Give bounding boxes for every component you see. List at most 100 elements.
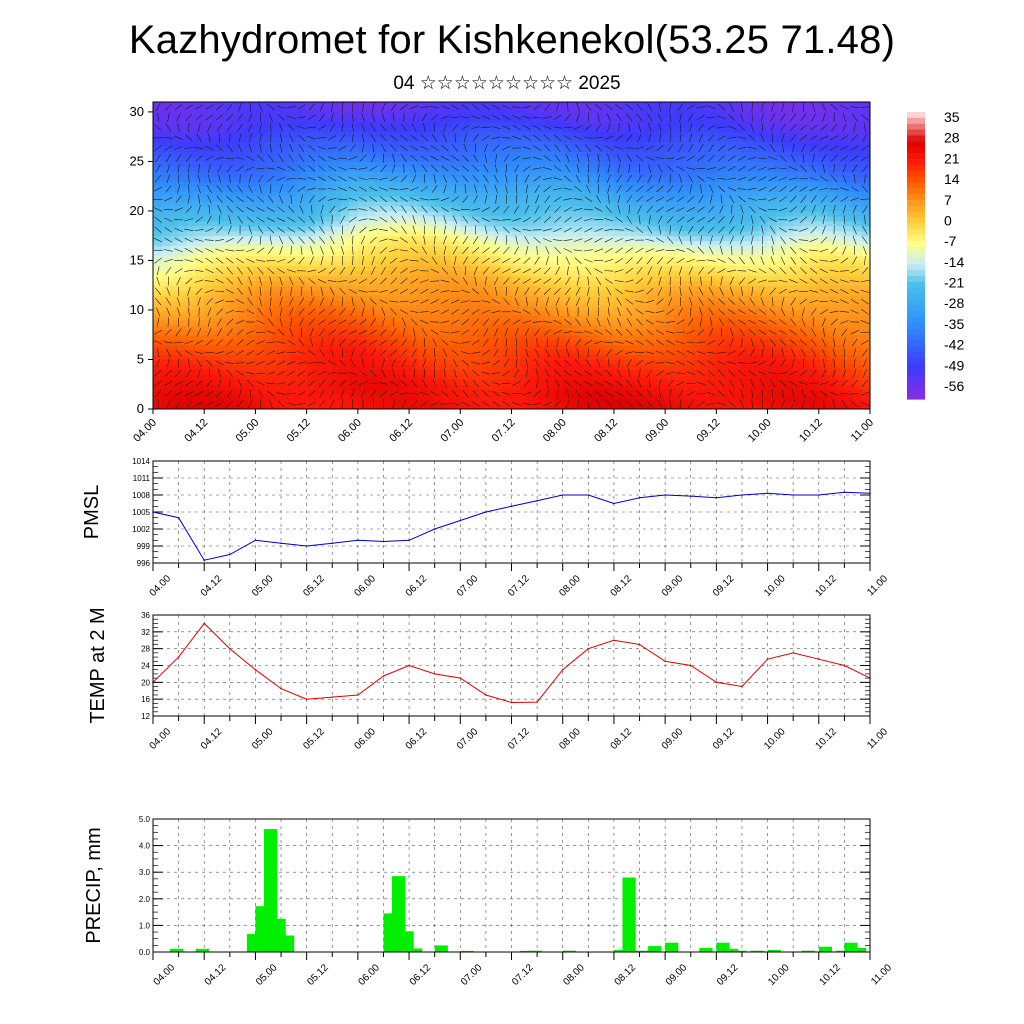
heatmap-cell	[332, 146, 342, 153]
heatmap-cell	[699, 161, 709, 167]
heatmap-cell	[741, 215, 752, 222]
heatmap-cell	[383, 225, 393, 232]
heatmap-cell	[477, 205, 487, 212]
heatmap-cell	[801, 161, 811, 167]
heatmap-cell	[690, 240, 700, 247]
heatmap-cell	[562, 161, 572, 167]
heatmap-cell	[648, 334, 658, 341]
heatmap-cell	[562, 250, 572, 257]
heatmap-cell	[426, 295, 436, 301]
heatmap-cell	[340, 136, 350, 143]
heatmap-cell	[306, 240, 316, 247]
heatmap-cell	[153, 369, 163, 375]
heatmap-cell	[690, 255, 700, 262]
heatmap-cell	[502, 404, 513, 409]
heatmap-cell	[417, 379, 427, 385]
heatmap-cell	[468, 186, 478, 192]
heatmap-cell	[571, 270, 581, 276]
heatmap-cell	[520, 191, 530, 197]
heatmap-cell	[502, 196, 513, 202]
heatmap-cell	[409, 290, 419, 296]
heatmap-cell	[221, 176, 231, 182]
heatmap-cell	[733, 344, 743, 351]
heatmap-cell	[622, 225, 632, 232]
heatmap-cell	[528, 285, 538, 291]
heatmap-cell	[306, 359, 316, 366]
heatmap-cell	[161, 364, 171, 370]
heatmap-cell	[281, 166, 291, 172]
heatmap-cell	[221, 369, 231, 375]
heatmap-cell	[178, 319, 188, 326]
heatmap-cell	[332, 156, 342, 163]
heatmap-cell	[733, 230, 743, 237]
heatmap-cell	[400, 359, 410, 366]
heatmap-cell	[494, 364, 504, 370]
heatmap-cell	[485, 389, 496, 395]
heatmap-cell	[443, 116, 453, 123]
heatmap-cell	[417, 245, 427, 252]
heatmap-cell	[750, 280, 760, 286]
heatmap-cell	[656, 260, 666, 266]
heatmap-cell	[741, 399, 752, 405]
heatmap-cell	[392, 111, 402, 118]
heatmap-cell	[349, 186, 359, 192]
heatmap-cell	[434, 300, 444, 306]
heatmap-cell	[699, 126, 709, 133]
heatmap-cell	[631, 166, 641, 172]
heatmap-cell	[485, 295, 496, 301]
heatmap-cell	[588, 171, 598, 177]
heatmap-cell	[204, 230, 214, 237]
heatmap-cell	[528, 349, 538, 356]
heatmap-cell	[716, 111, 726, 118]
heatmap-cell	[187, 295, 197, 301]
heatmap-cell	[810, 295, 820, 301]
heatmap-cell	[835, 329, 845, 336]
heatmap-cell	[366, 106, 376, 113]
heatmap-cell	[835, 349, 845, 356]
heatmap-cell	[690, 131, 700, 138]
heatmap-cell	[340, 240, 350, 247]
heatmap-cell	[827, 111, 837, 118]
heatmap-cell	[631, 151, 641, 158]
heatmap-cell	[443, 369, 453, 375]
heatmap-cell	[272, 210, 282, 217]
heatmap-cell	[511, 131, 521, 138]
heatmap-cell	[707, 146, 717, 153]
heatmap-cell	[460, 166, 470, 172]
heatmap-cell	[289, 205, 299, 212]
heatmap-cell	[204, 369, 214, 375]
heatmap-cell	[750, 275, 760, 281]
heatmap-cell	[204, 384, 214, 390]
heatmap-cell	[537, 404, 547, 409]
heatmap-cell	[639, 305, 649, 311]
heatmap-cell	[554, 399, 564, 405]
heatmap-cell	[238, 344, 248, 351]
heatmap-cell	[340, 305, 350, 311]
heatmap-cell	[263, 290, 274, 296]
heatmap-cell	[221, 364, 231, 370]
heatmap-cell	[562, 295, 572, 301]
heatmap-cell	[392, 260, 402, 266]
heatmap-cell	[443, 136, 453, 143]
heatmap-cell	[204, 374, 214, 380]
heatmap-cell	[306, 220, 316, 227]
heatmap-cell	[784, 344, 794, 351]
heatmap-cell	[323, 339, 333, 346]
heatmap-cell	[707, 270, 717, 276]
heatmap-cell	[409, 389, 419, 395]
heatmap-cell	[332, 290, 342, 296]
heatmap-cell	[528, 220, 538, 227]
heatmap-cell	[648, 280, 658, 286]
heatmap-cell	[537, 102, 547, 108]
heatmap-cell	[315, 126, 325, 133]
heatmap-cell	[212, 359, 222, 366]
heatmap-cell	[502, 260, 513, 266]
heatmap-cell	[392, 230, 402, 237]
heatmap-cell	[477, 250, 487, 257]
heatmap-cell	[460, 305, 470, 311]
heatmap-cell	[187, 265, 197, 271]
heatmap-cell	[281, 339, 291, 346]
heatmap-cell	[357, 280, 367, 286]
heatmap-cell	[554, 305, 564, 311]
heatmap-cell	[443, 225, 453, 232]
